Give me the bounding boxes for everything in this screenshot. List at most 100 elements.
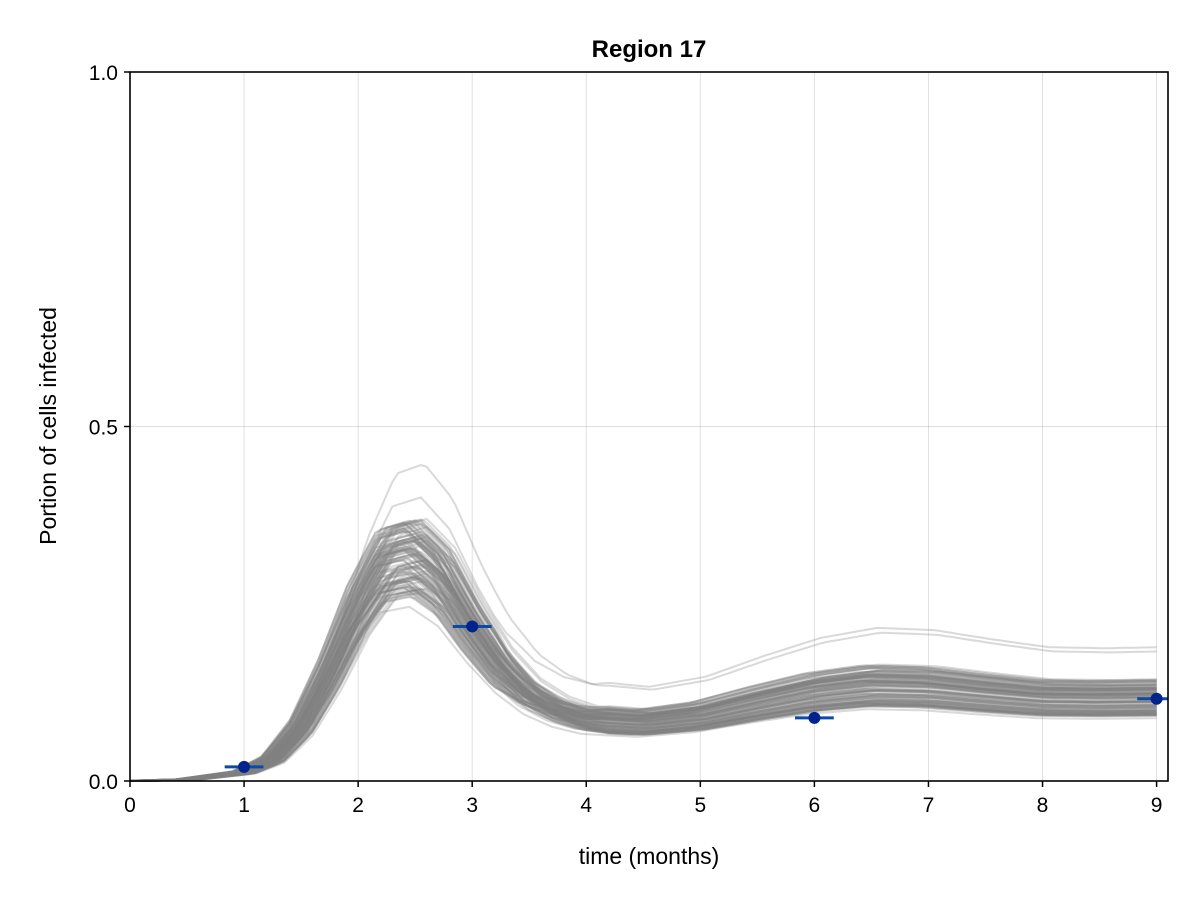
- simulation-curve: [129, 596, 1157, 782]
- simulation-curve: [129, 555, 1157, 782]
- x-tick-label: 6: [809, 794, 821, 817]
- simulation-curve: [129, 527, 1157, 782]
- simulation-curve: [129, 586, 1157, 782]
- simulation-curve: [129, 579, 1157, 782]
- simulation-curve: [130, 565, 1157, 782]
- simulation-curve: [129, 540, 1157, 782]
- simulation-curve: [129, 532, 1157, 782]
- simulation-curve: [129, 548, 1157, 782]
- x-tick-label: 7: [923, 794, 935, 817]
- simulation-curve: [129, 529, 1157, 782]
- y-tick-label: 0.0: [89, 771, 118, 794]
- simulation-curve: [129, 553, 1157, 782]
- simulation-curve: [129, 548, 1157, 782]
- simulation-curve: [130, 554, 1157, 782]
- simulation-curve: [130, 537, 1157, 782]
- simulation-curve: [130, 519, 1157, 782]
- x-tick-label: 8: [1037, 794, 1049, 817]
- simulation-curve: [129, 576, 1157, 782]
- simulation-curve: [129, 522, 1157, 782]
- simulation-curve: [129, 559, 1157, 782]
- simulation-curve: [129, 575, 1157, 782]
- simulation-curve: [130, 525, 1157, 782]
- simulation-curve: [129, 585, 1157, 782]
- observation-layer: [224, 620, 1168, 773]
- simulation-curve: [130, 536, 1157, 782]
- simulation-curve: [129, 522, 1157, 782]
- simulation-curve: [129, 581, 1157, 782]
- simulation-curve: [129, 583, 1157, 782]
- simulation-curve: [130, 587, 1157, 782]
- simulation-curve: [130, 523, 1157, 782]
- simulation-curve: [129, 550, 1157, 782]
- simulation-curve: [129, 545, 1157, 782]
- simulation-curve: [129, 519, 1157, 782]
- x-axis-label: time (months): [579, 843, 720, 869]
- simulation-curve: [130, 542, 1157, 782]
- simulation-curve: [129, 541, 1157, 782]
- simulation-curve: [129, 530, 1157, 782]
- x-tick-label: 3: [466, 794, 478, 817]
- simulation-curve: [129, 547, 1157, 782]
- simulation-curve: [129, 558, 1157, 782]
- x-tick-label: 2: [352, 794, 364, 817]
- y-axis-label: Portion of cells infected: [35, 307, 61, 545]
- simulation-curve: [129, 570, 1157, 782]
- x-tick-label: 9: [1151, 794, 1163, 817]
- simulation-curve: [130, 587, 1157, 782]
- simulation-curve: [130, 559, 1157, 782]
- simulation-curve: [129, 588, 1157, 782]
- simulation-curve: [129, 565, 1157, 782]
- simulation-curve: [130, 577, 1157, 782]
- simulation-curve: [130, 534, 1157, 782]
- simulation-curve: [129, 579, 1157, 782]
- simulation-curve: [129, 548, 1157, 782]
- simulation-curve: [129, 548, 1157, 782]
- simulation-curve: [129, 522, 1157, 782]
- simulation-curve: [129, 547, 1157, 782]
- simulation-curve: [130, 559, 1157, 782]
- y-tick-label: 0.5: [89, 417, 118, 440]
- simulation-curve: [130, 518, 1157, 782]
- simulation-curve: [129, 529, 1157, 782]
- simulation-curve: [129, 538, 1157, 782]
- simulation-curve: [129, 564, 1157, 782]
- simulation-curve: [129, 559, 1157, 782]
- y-tick-label: 1.0: [89, 62, 118, 85]
- simulation-curve: [129, 589, 1157, 782]
- x-tick-label: 0: [124, 794, 136, 817]
- simulation-curve: [130, 550, 1157, 782]
- simulation-curve: [130, 558, 1157, 782]
- simulation-curve: [129, 540, 1157, 782]
- simulation-curve: [130, 539, 1157, 782]
- simulation-curve: [129, 552, 1157, 782]
- simulation-curve: [130, 563, 1157, 782]
- simulation-curve: [129, 565, 1157, 782]
- simulation-curve: [129, 519, 1157, 782]
- simulation-curve: [129, 589, 1157, 782]
- simulation-curve: [129, 549, 1157, 782]
- simulation-curve: [130, 534, 1157, 782]
- simulation-curve: [129, 530, 1157, 782]
- simulation-curve: [129, 566, 1157, 782]
- simulation-curve: [129, 522, 1157, 782]
- simulation-curve: [130, 572, 1157, 782]
- simulation-curve: [129, 537, 1157, 782]
- simulation-curve: [129, 526, 1157, 782]
- simulation-curve: [130, 522, 1157, 782]
- simulation-curve: [129, 526, 1157, 782]
- simulation-curve: [130, 496, 1157, 782]
- simulation-curve: [130, 575, 1157, 782]
- simulation-curve: [129, 564, 1157, 782]
- simulation-curve: [130, 573, 1157, 782]
- simulation-curve: [129, 586, 1157, 782]
- simulation-curve: [130, 562, 1157, 782]
- observation-point: [466, 620, 479, 633]
- x-tick-label: 4: [580, 794, 592, 817]
- simulation-curve: [129, 519, 1157, 782]
- simulation-curve: [129, 580, 1157, 782]
- x-axis-ticks: 0 1 2 3 4 5 6 7 8 9: [124, 781, 1162, 817]
- y-axis-ticks: 0.0 0.5 1.0: [89, 62, 130, 794]
- simulation-curve: [130, 517, 1157, 782]
